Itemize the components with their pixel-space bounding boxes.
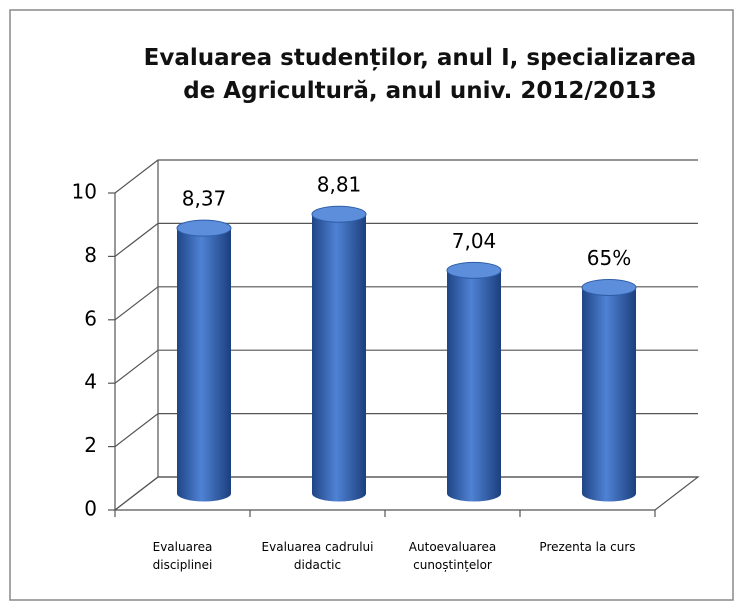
grid-line: [114, 159, 698, 194]
value-label: 8,37: [182, 187, 227, 211]
y-tick-label: 8: [84, 243, 97, 267]
y-tick-label: 0: [84, 497, 97, 521]
x-tick-label: Evaluarea disciplinei: [152, 540, 213, 572]
value-label: 8,81: [317, 173, 362, 197]
x-tick-label: Prezenta la curs: [539, 540, 636, 554]
bar-top: [446, 261, 502, 279]
grid-line: [114, 286, 698, 321]
bar: [582, 287, 636, 502]
value-label: 65%: [587, 246, 631, 270]
grid-line: [114, 349, 698, 384]
bar: [447, 270, 501, 502]
grid-line: [114, 413, 698, 448]
chart-title: Evaluarea studenților, anul I, specializ…: [143, 45, 697, 104]
value-label: 7,04: [452, 229, 497, 253]
x-tick-label: Autoevaluarea cunoștințelor: [408, 540, 497, 572]
y-tick-label: 4: [84, 370, 97, 394]
bar-top: [311, 205, 367, 223]
bar-top: [581, 278, 637, 296]
bar-top: [176, 219, 232, 237]
bar: [312, 214, 366, 502]
grid-line: [114, 222, 698, 257]
y-tick-label: 10: [72, 180, 97, 204]
y-tick-label: 6: [84, 306, 97, 330]
y-tick-label: 2: [84, 433, 97, 457]
grid-line: [114, 476, 698, 511]
bar: [177, 228, 231, 502]
x-tick-label: Evaluarea cadrului didactic: [261, 540, 374, 572]
